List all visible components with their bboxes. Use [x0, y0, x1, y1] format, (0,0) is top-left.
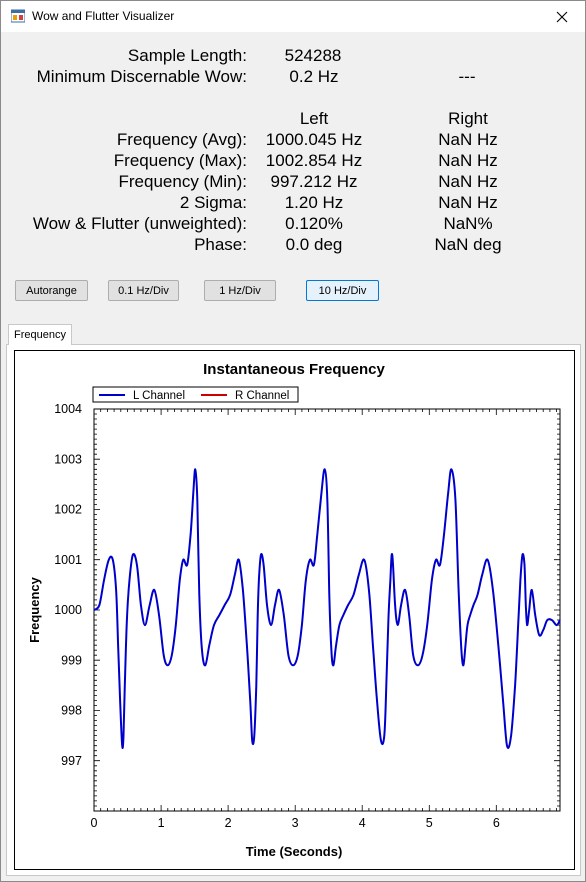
- freq-max-left: 1002.854 Hz: [265, 151, 363, 170]
- min-wow-value: 0.2 Hz: [289, 67, 339, 86]
- frequency-chart: Instantaneous Frequency L Channel R Chan…: [14, 350, 575, 870]
- div-10-hz-button[interactable]: 10 Hz/Div: [306, 280, 379, 301]
- freq-avg-label: Frequency (Avg):: [116, 130, 247, 149]
- min-wow-right-value: ---: [458, 67, 476, 86]
- window-title: Wow and Flutter Visualizer: [32, 9, 175, 23]
- min-wow-label: Minimum Discernable Wow:: [36, 67, 247, 86]
- statistics-panel: Sample Length: 524288 Minimum Discernabl…: [1, 32, 585, 272]
- x-tick-label: 4: [359, 816, 366, 830]
- y-tick-labels: 997 998 999 1000 1001 1002 1003 1004: [54, 402, 82, 768]
- y-tick-label: 1002: [54, 503, 82, 517]
- freq-min-right: NaN Hz: [438, 172, 498, 191]
- wow-flutter-left: 0.120%: [285, 214, 343, 233]
- plot-area: [93, 408, 561, 812]
- two-sigma-left: 1.20 Hz: [284, 193, 344, 212]
- y-tick-label: 998: [61, 704, 82, 718]
- autorange-button[interactable]: Autorange: [15, 280, 88, 301]
- chart-svg: Instantaneous Frequency L Channel R Chan…: [27, 361, 561, 859]
- close-button[interactable]: [539, 1, 585, 32]
- freq-avg-right: NaN Hz: [438, 130, 498, 149]
- x-tick-label: 6: [493, 816, 500, 830]
- close-icon: [556, 11, 568, 22]
- div-0-1-hz-button[interactable]: 0.1 Hz/Div: [108, 280, 179, 301]
- y-tick-label: 999: [61, 653, 82, 667]
- tab-frequency[interactable]: Frequency: [8, 324, 72, 345]
- two-sigma-label: 2 Sigma:: [179, 193, 247, 212]
- two-sigma-right: NaN Hz: [438, 193, 498, 212]
- x-tick-label: 0: [91, 816, 98, 830]
- left-column-header: Left: [299, 109, 329, 128]
- x-tick-label: 1: [158, 816, 165, 830]
- x-tick-label: 5: [426, 816, 433, 830]
- freq-max-right: NaN Hz: [438, 151, 498, 170]
- y-tick-label: 997: [61, 754, 82, 768]
- axis-ticks: [93, 408, 560, 812]
- legend-label-r: R Channel: [235, 390, 289, 402]
- x-tick-label: 2: [225, 816, 232, 830]
- freq-avg-left: 1000.045 Hz: [265, 130, 363, 149]
- freq-max-label: Frequency (Max):: [113, 151, 247, 170]
- x-tick-labels: 0 1 2 3 4 5 6: [91, 816, 500, 830]
- chart-legend: L Channel R Channel: [92, 386, 299, 403]
- chart-title: Instantaneous Frequency: [203, 361, 385, 378]
- title-bar[interactable]: Wow and Flutter Visualizer: [1, 1, 585, 32]
- legend-label-l: L Channel: [133, 390, 185, 402]
- y-axis-label: Frequency: [27, 576, 42, 643]
- phase-right: NaN deg: [434, 235, 502, 254]
- y-tick-label: 1000: [54, 603, 82, 617]
- y-tick-label: 1003: [54, 452, 82, 466]
- tick-marks: [93, 408, 560, 812]
- freq-min-label: Frequency (Min):: [118, 172, 247, 191]
- series-line-0: [93, 468, 561, 749]
- phase-label: Phase:: [194, 235, 247, 254]
- x-axis-label: Time (Seconds): [246, 844, 343, 859]
- right-column-header: Right: [448, 109, 488, 128]
- x-tick-label: 3: [292, 816, 299, 830]
- frequency-tab-panel: Instantaneous Frequency L Channel R Chan…: [6, 344, 581, 876]
- wow-flutter-label: Wow & Flutter (unweighted):: [32, 214, 247, 233]
- sample-length-value: 524288: [284, 46, 342, 65]
- div-1-hz-button[interactable]: 1 Hz/Div: [204, 280, 276, 301]
- freq-min-left: 997.212 Hz: [270, 172, 358, 191]
- phase-left: 0.0 deg: [285, 235, 343, 254]
- wow-flutter-right: NaN%: [443, 214, 493, 233]
- series-group: [93, 468, 561, 749]
- app-window-icon: [11, 9, 25, 23]
- y-tick-label: 1004: [54, 402, 82, 416]
- y-tick-label: 1001: [54, 553, 82, 567]
- sample-length-label: Sample Length:: [127, 46, 247, 65]
